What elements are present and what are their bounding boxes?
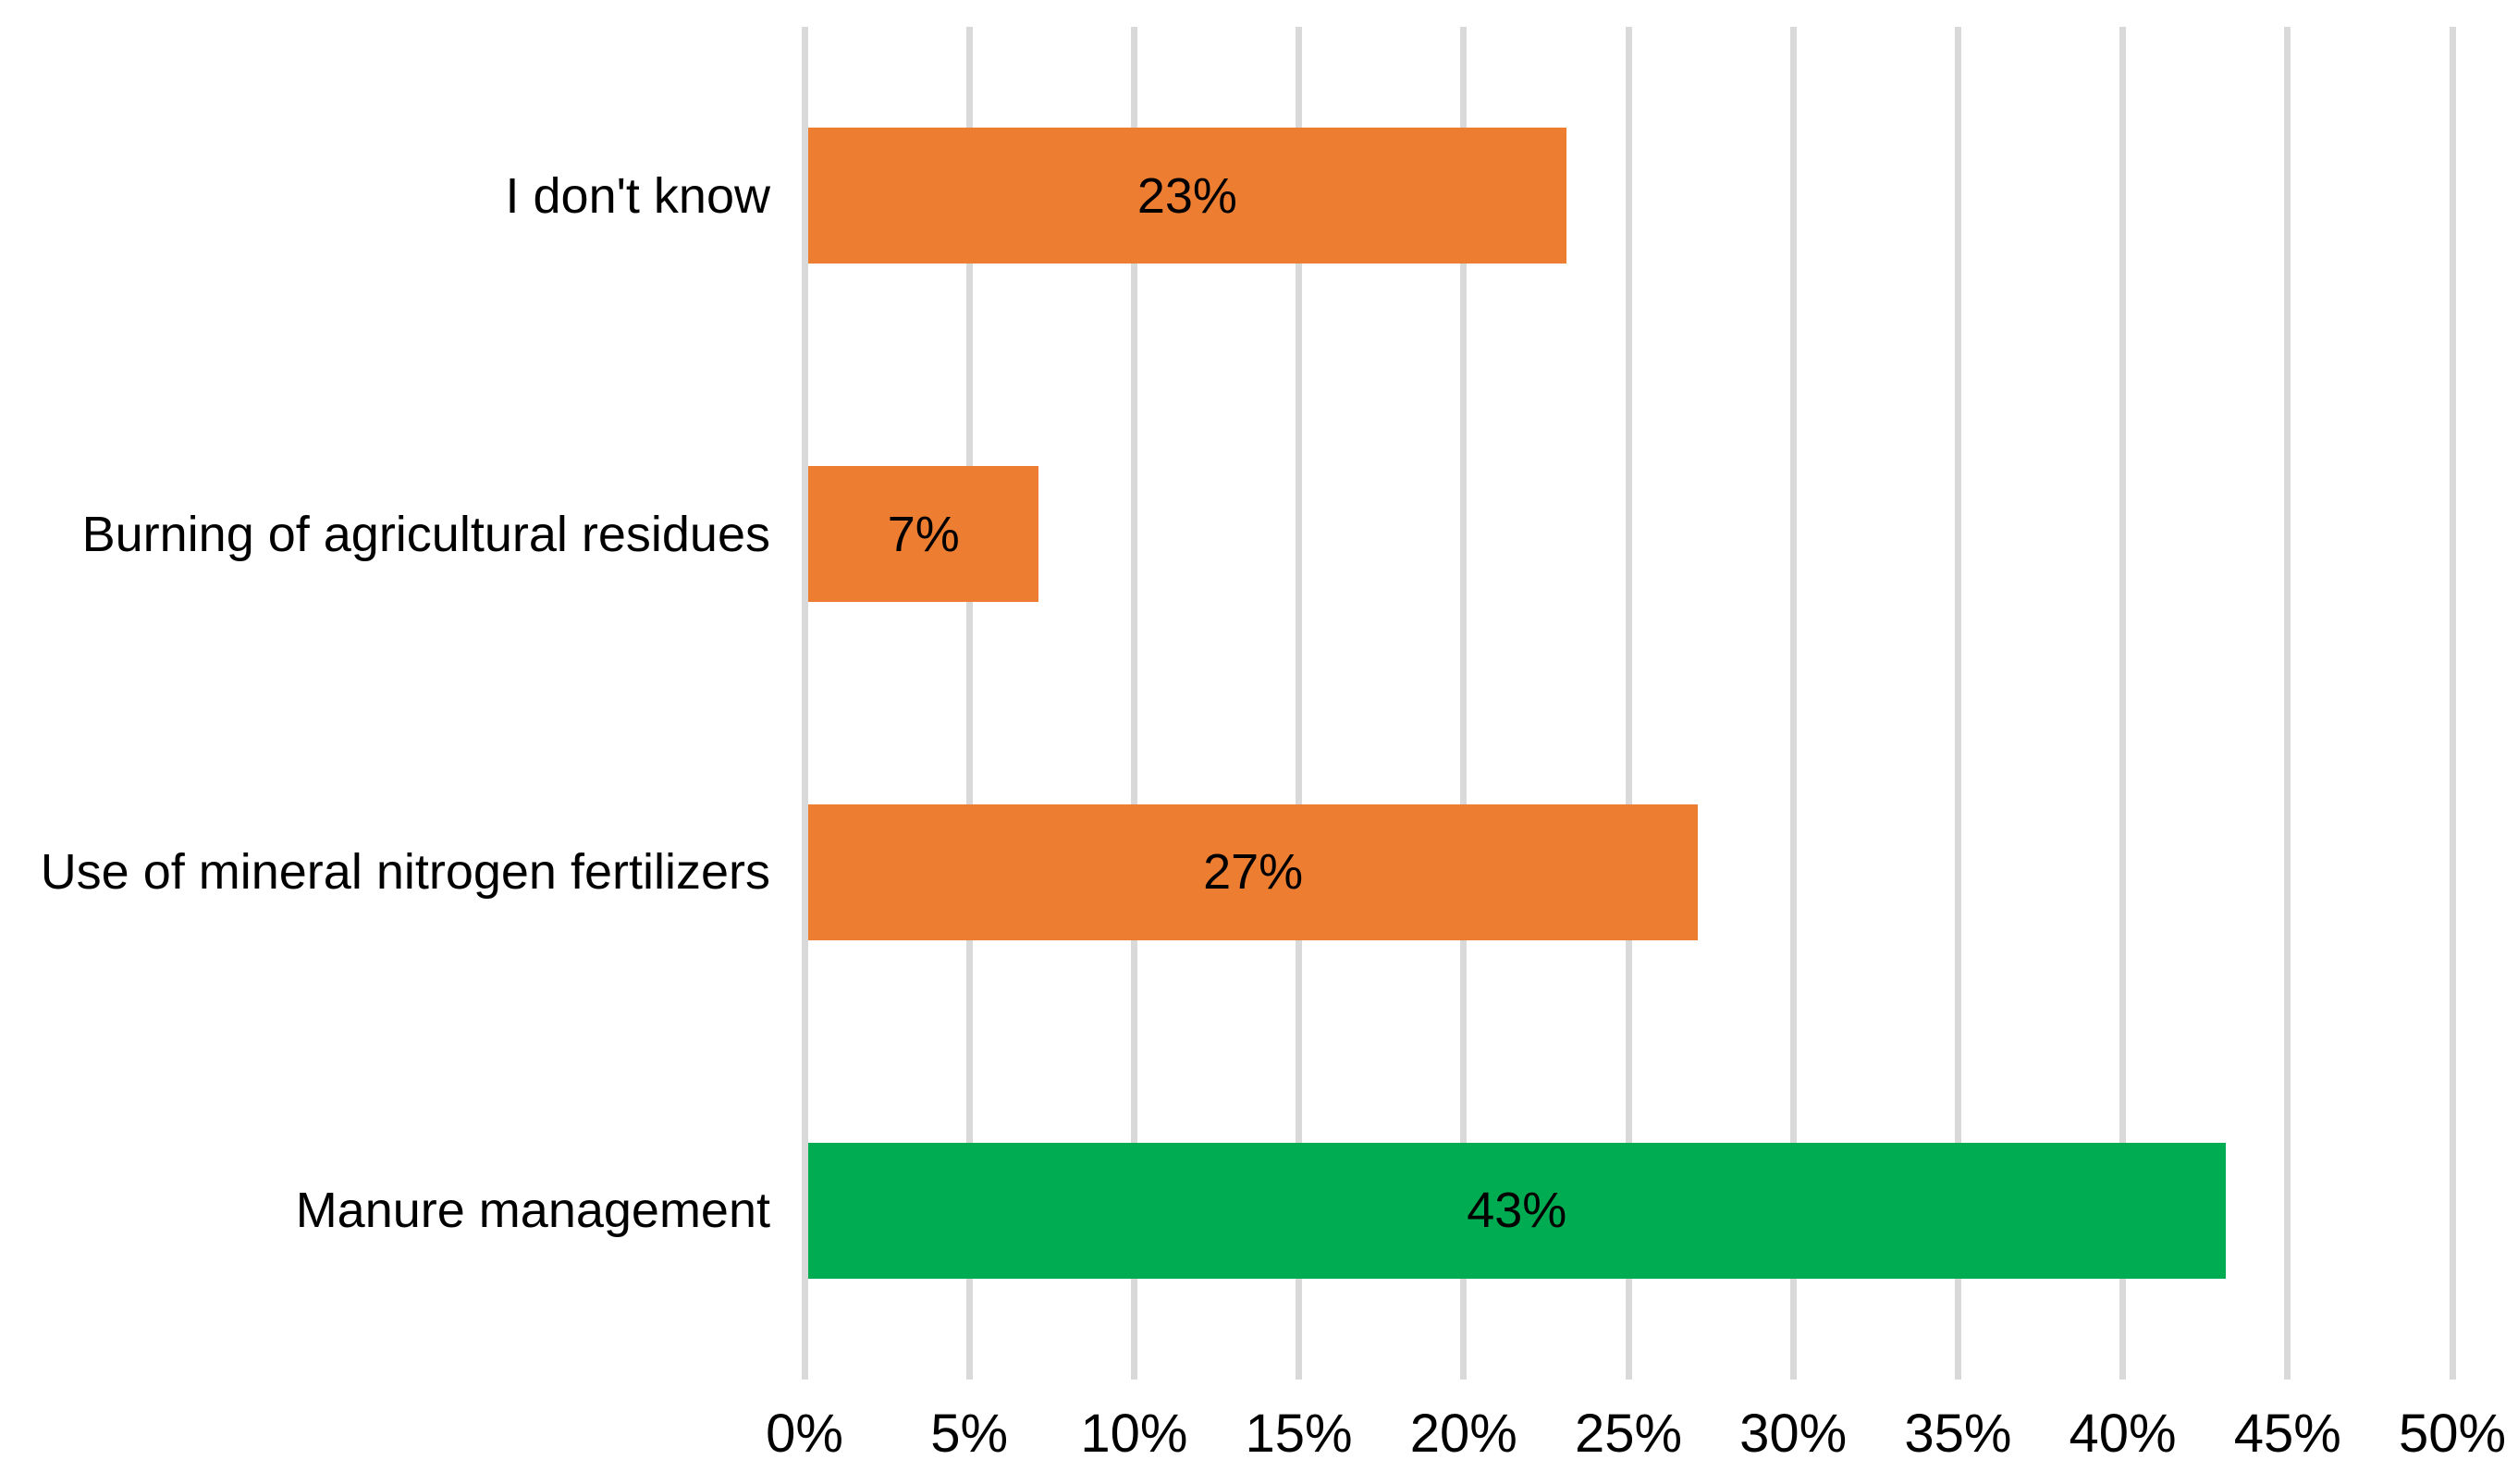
x-tick-label: 45% [2233, 1404, 2341, 1464]
x-tick-label: 30% [1739, 1404, 1848, 1464]
gridline-15% [1296, 27, 1303, 1380]
x-tick-label: 15% [1245, 1404, 1353, 1464]
bar: 27% [808, 803, 1699, 940]
y-axis-line [801, 27, 808, 1380]
gridline-20% [1460, 27, 1468, 1380]
x-tick-label: 25% [1574, 1404, 1683, 1464]
x-tick-label: 10% [1080, 1404, 1188, 1464]
gridline-40% [2119, 27, 2127, 1380]
category-label: Burning of agricultural residues [81, 506, 770, 562]
x-tick-label: 5% [930, 1404, 1009, 1464]
gridline-30% [1789, 27, 1797, 1380]
x-tick-label: 20% [1409, 1404, 1517, 1464]
plot-area: 23% 7% 27% 43% [801, 27, 2456, 1380]
category-label: Use of mineral nitrogen fertilizers [40, 844, 770, 901]
gridline-10% [1130, 27, 1137, 1380]
bar: 7% [808, 466, 1039, 603]
gridline-50% [2449, 27, 2456, 1380]
bar-value-label: 27% [1203, 844, 1304, 901]
bar-value-label: 43% [1467, 1183, 1567, 1239]
bar: 23% [808, 128, 1566, 264]
x-tick-label: 50% [2398, 1404, 2507, 1464]
gridline-35% [1954, 27, 1961, 1380]
percentage-axis: 0% 5% 10% 15% 20% 25% 30% 35% 40% 45% 50% [766, 1404, 2506, 1472]
x-tick-label: 0% [766, 1404, 843, 1464]
category-label: I don't know [505, 167, 770, 224]
x-tick-label: 35% [1904, 1404, 2012, 1464]
gridline-45% [2284, 27, 2291, 1380]
category-label: Manure management [295, 1183, 770, 1239]
bar-value-label: 23% [1136, 167, 1237, 224]
category-axis-labels: I don't know Burning of agricultural resi… [0, 27, 770, 1380]
bar-value-label: 7% [887, 506, 960, 562]
x-tick-label: 40% [2069, 1404, 2177, 1464]
gridline-25% [1625, 27, 1632, 1380]
bar: 43% [808, 1142, 2226, 1279]
gridline-5% [965, 27, 973, 1380]
